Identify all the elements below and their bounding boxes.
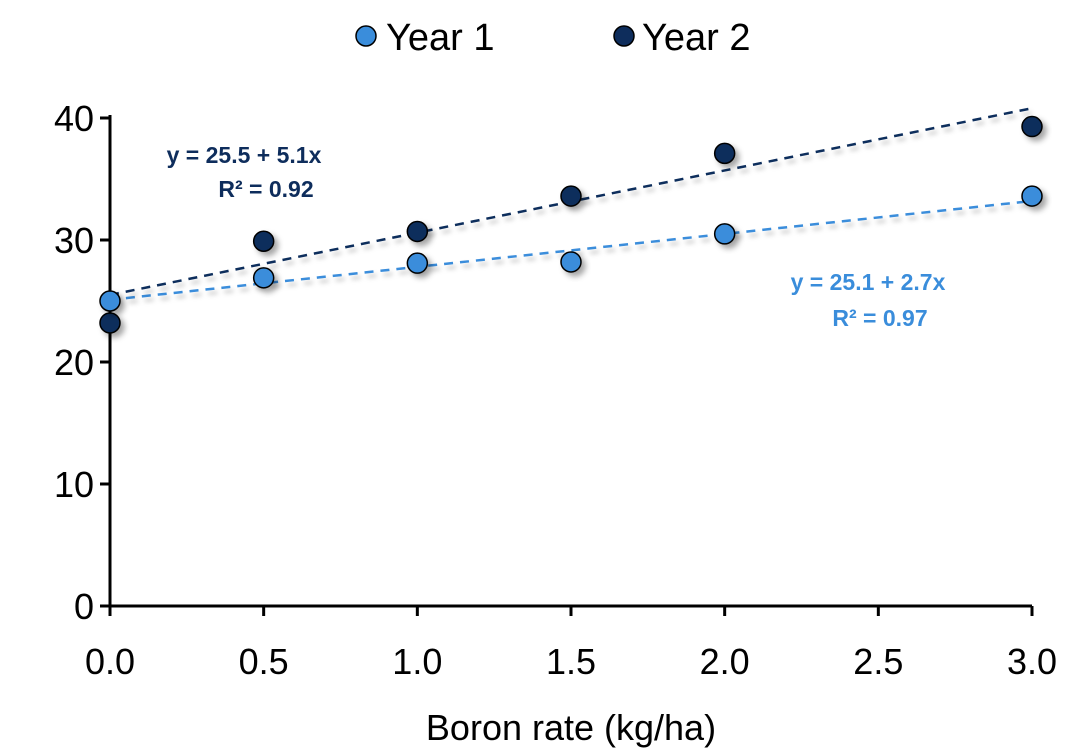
- data-point-year-1: [99, 290, 121, 312]
- data-point-year-1: [713, 223, 736, 245]
- x-axis-ticks: 0.0 0.5 1.0 1.5 2.0 2.5 3.0: [85, 606, 1057, 682]
- y-tick-label: 40: [54, 98, 94, 139]
- x-tick-label: 0.5: [239, 641, 289, 682]
- equation-year-2-r2: R² = 0.92: [218, 176, 313, 202]
- data-point-year-1: [406, 252, 429, 274]
- legend-label-year-2: Year 2: [642, 17, 750, 59]
- data-point-year-2: [713, 142, 736, 165]
- legend-item-year-1: Year 1: [355, 17, 494, 59]
- data-point-year-1: [252, 267, 275, 289]
- y-tick-label: 10: [54, 464, 94, 505]
- data-point-year-2: [99, 312, 121, 334]
- equation-year-1-r2: R² = 0.97: [832, 305, 927, 331]
- y-tick-label: 0: [74, 586, 94, 627]
- y-axis-ticks: 0 10 20 30 40: [54, 98, 110, 627]
- x-tick-label: 2.5: [853, 641, 903, 682]
- data-point-year-2: [252, 230, 275, 252]
- equation-year-1: y = 25.1 + 2.7x R² = 0.97: [791, 269, 946, 331]
- data-point-year-2: [1021, 115, 1043, 138]
- trendline-year-1: [109, 199, 1033, 302]
- data-point-year-2: [560, 185, 582, 207]
- legend-label-year-1: Year 1: [386, 17, 494, 59]
- y-tick-label: 20: [54, 342, 94, 383]
- equation-year-1-formula: y = 25.1 + 2.7x: [791, 269, 946, 295]
- x-tick-label: 2.0: [700, 641, 750, 682]
- legend: Year 1 Year 2: [355, 17, 750, 59]
- data-point-year-1: [1021, 185, 1043, 207]
- x-tick-label: 0.0: [85, 641, 135, 682]
- x-axis-title: Boron rate (kg/ha): [426, 707, 716, 748]
- legend-marker-year-1: [355, 25, 377, 47]
- x-tick-label: 1.5: [546, 641, 596, 682]
- equation-year-2-formula: y = 25.5 + 5.1x: [167, 142, 322, 168]
- data-point-year-1: [560, 251, 582, 273]
- data-point-year-2: [406, 220, 429, 243]
- equation-year-2: y = 25.5 + 5.1x R² = 0.92: [167, 142, 322, 202]
- x-tick-label: 1.0: [392, 641, 442, 682]
- data-points: [99, 115, 1043, 334]
- legend-marker-year-2: [613, 25, 635, 47]
- x-tick-label: 3.0: [1007, 641, 1057, 682]
- y-tick-label: 30: [54, 220, 94, 261]
- legend-item-year-2: Year 2: [613, 17, 750, 59]
